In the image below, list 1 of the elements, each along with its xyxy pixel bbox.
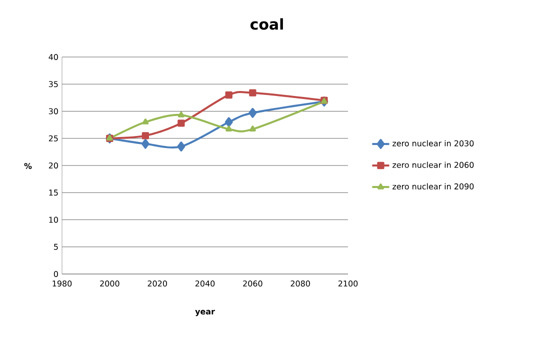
chart-title: coal [250,18,283,30]
